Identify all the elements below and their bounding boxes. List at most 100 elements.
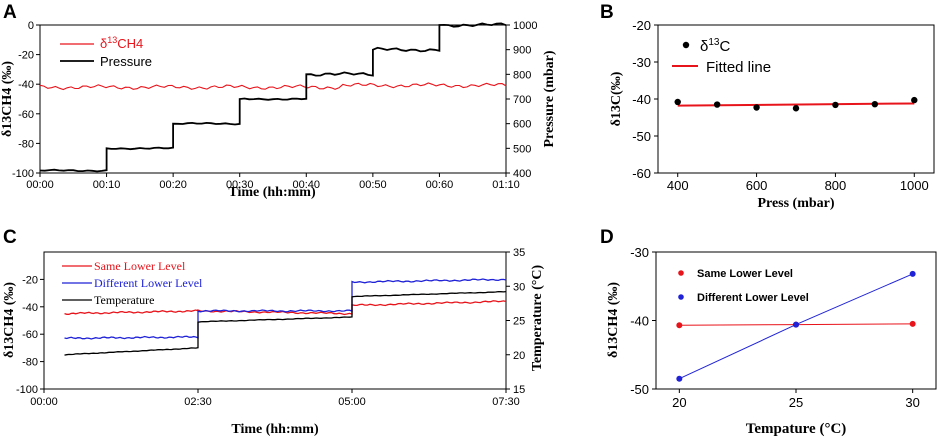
y-tick-label: -60	[18, 109, 34, 121]
panel-a-x-ticks: 00:00 00:10 00:20 00:30 00:40 00:50 00:60 01:10	[26, 173, 520, 191]
x-tick-label: 00:30	[226, 179, 254, 191]
x-tick-label: 01:10	[492, 179, 520, 191]
y-tick-label: -20	[18, 50, 34, 62]
y-tick-label: -40	[22, 302, 38, 314]
panel-b-xlabel: Press (mbar)	[757, 196, 834, 211]
panel-d-y-ticks: -30 -40 -50	[630, 245, 656, 397]
data-point-same-lower-level	[676, 322, 683, 329]
legend-label-pressure: Pressure	[100, 54, 152, 69]
series-delta13ch4-line	[39, 82, 507, 91]
legend-label-different-lower-d: Different Lower Level	[697, 292, 809, 304]
panel-a-ylabel-right: Pressure (mbar)	[542, 50, 557, 147]
panel-c-x-ticks: 00:00 02:30 05:00 07:30	[30, 389, 520, 408]
panel-a-xlabel: Time (hh:mm)	[228, 185, 316, 200]
y2-tick-label: 500	[513, 143, 531, 155]
series-different-lower-level-line	[64, 278, 507, 340]
legend-label-delta13c: δ13C	[700, 37, 730, 55]
panel-c-xlabel: Time (hh:mm)	[231, 422, 319, 437]
scatter-point-delta13c	[753, 104, 760, 111]
x-tick-label: 25	[789, 395, 803, 410]
panel-label-b: B	[600, 2, 614, 23]
panel-d-series	[676, 270, 916, 382]
panel-c-legend: Same Lower Level Different Lower Level T…	[62, 259, 203, 307]
panel-a: A 00:00 00:10 00:20 00:30 00:40 00:50 00:60 01:…	[0, 2, 557, 200]
scatter-point-delta13c	[713, 101, 721, 108]
x-tick-label: 1000	[900, 178, 929, 193]
y-tick-label: -30	[630, 245, 649, 260]
scatter-point-delta13c	[871, 100, 879, 108]
y-tick-label: -60	[632, 166, 651, 181]
y2-tick-label: 30	[513, 281, 525, 293]
panel-c: C 00:00 02:30 05:00 07:30 -20-40-60-80-100 …	[2, 227, 545, 437]
y-tick-label: -100	[12, 168, 34, 180]
y2-tick-label: 400	[513, 168, 531, 180]
y-tick-label: 0	[28, 20, 34, 32]
x-tick-label: 00:40	[293, 179, 321, 191]
panel-b: B 400 600 800 1000 -20 -30 -40 -50 -60 Press (m…	[600, 2, 935, 211]
panel-c-ylabel-right: Temperature (°C)	[530, 265, 545, 372]
y-tick-label: -100	[16, 384, 38, 396]
panel-label-c: C	[3, 227, 17, 248]
legend-label-delta13ch4: δ13CH4	[100, 35, 143, 51]
y-tick-label: -30	[632, 55, 651, 70]
x-tick-label: 800	[825, 178, 847, 193]
x-tick-label: 30	[905, 395, 919, 410]
y-tick-label: -50	[632, 129, 651, 144]
scatter-point-delta13c	[674, 98, 681, 106]
legend-marker-same-lower	[678, 270, 684, 276]
panel-b-x-ticks: 400 600 800 1000	[667, 173, 929, 193]
panel-a-series	[39, 22, 507, 173]
y-tick-label: -50	[630, 382, 649, 397]
y2-tick-label: 1000	[513, 20, 537, 32]
y-tick-label: -40	[632, 92, 651, 107]
x-tick-label: 00:00	[30, 396, 58, 408]
panel-label-d: D	[600, 227, 614, 248]
series-pressure-line	[39, 22, 507, 173]
x-tick-label: 00:50	[359, 179, 387, 191]
y-tick-label: -20	[632, 18, 651, 33]
y-tick-label: -60	[22, 329, 38, 341]
panel-c-ylabel: δ13CH4 (‰)	[2, 282, 17, 358]
legend-label-fitted: Fitted line	[706, 59, 771, 76]
data-point-different-lower-level	[909, 270, 916, 277]
panel-c-series	[64, 278, 507, 356]
legend-marker-delta13c	[682, 41, 690, 49]
y2-tick-label: 20	[513, 350, 525, 362]
scatter-point-delta13c	[832, 101, 839, 109]
y-tick-label: -80	[22, 357, 38, 369]
y2-tick-label: 600	[513, 119, 531, 131]
panel-b-legend: δ13C Fitted line	[672, 37, 771, 76]
scatter-point-delta13c	[792, 105, 800, 112]
data-point-different-lower-level	[793, 321, 799, 328]
x-tick-label: 02:30	[184, 396, 212, 408]
panel-d: D 20 25 30 -30 -40 -50 Tempature (°C) δ13CH4…	[600, 227, 937, 437]
y2-tick-label: 800	[513, 69, 531, 81]
series-temperature-line	[64, 290, 507, 356]
panel-a-legend: δ13CH4 Pressure	[60, 35, 152, 69]
y2-tick-label: 900	[513, 45, 531, 57]
legend-label-same-lower: Same Lower Level	[94, 259, 186, 273]
x-tick-label: 400	[667, 178, 689, 193]
y-tick-label: -40	[630, 314, 649, 329]
data-point-different-lower-level	[676, 375, 683, 382]
legend-marker-different-lower	[678, 294, 684, 300]
y-tick-label: -20	[22, 274, 38, 286]
y2-tick-label: 15	[513, 384, 525, 396]
panel-b-y-ticks: -20 -30 -40 -50 -60	[632, 18, 658, 181]
panel-c-y-ticks: -20 -40 -60 -80 -100	[16, 274, 44, 396]
x-tick-label: 00:00	[26, 179, 54, 191]
legend-label-same-lower-d: Same Lower Level	[697, 268, 793, 280]
panel-a-y2-ticks: 1000 900 800 700 600 500 400	[506, 20, 537, 180]
panel-a-y-ticks: 0 -20 -40 -60 -80 -100	[12, 20, 40, 180]
panel-a-ylabel: δ13CH4 (‰)	[0, 61, 15, 137]
panel-label-a: A	[3, 2, 17, 23]
x-tick-label: 600	[746, 178, 768, 193]
panel-b-series	[674, 96, 918, 112]
data-point-same-lower-level	[909, 320, 916, 327]
x-tick-label: 00:10	[93, 179, 121, 191]
panel-d-ylabel: δ13CH4 (‰)	[606, 282, 621, 358]
x-tick-label: 00:20	[159, 179, 187, 191]
y2-tick-label: 25	[513, 316, 525, 328]
panel-c-y2-ticks: 35 30 25 20 15	[506, 247, 525, 396]
y2-tick-label: 35	[513, 247, 525, 259]
